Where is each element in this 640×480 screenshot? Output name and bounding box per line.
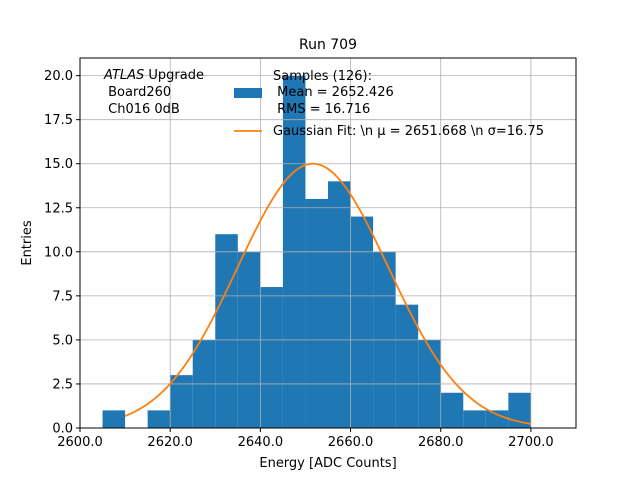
legend-samples-rms: RMS = 16.716 xyxy=(273,102,370,117)
y-tick-label: 10.0 xyxy=(44,245,73,260)
histogram-bar xyxy=(485,410,509,428)
histogram-bar xyxy=(215,234,238,428)
x-tick-label: 2680.0 xyxy=(418,435,464,450)
legend-fit-label: Gaussian Fit: \n μ = 2651.668 \n σ=16.75 xyxy=(273,124,544,139)
y-tick-label: 20.0 xyxy=(44,69,73,84)
y-tick-label: 2.5 xyxy=(52,377,73,392)
histogram-bar xyxy=(170,375,193,428)
histogram-bar xyxy=(260,287,283,428)
y-axis-ticks: 0.0 2.5 5.0 7.5 10.0 12.5 15.0 17.5 20.0 xyxy=(44,69,80,437)
histogram-bar xyxy=(463,410,486,428)
legend-histogram-swatch xyxy=(234,88,262,98)
x-axis-label: Energy [ADC Counts] xyxy=(259,456,396,471)
x-axis-ticks: 2600.0 2620.0 2640.0 2660.0 2680.0 2700.0 xyxy=(57,428,554,450)
annotation-board: Board260 xyxy=(104,85,171,100)
annotation-channel: Ch016 0dB xyxy=(104,102,180,117)
atlas-annotation: ATLAS Upgrade Board260 Ch016 0dB xyxy=(103,68,204,117)
annotation-atlas: ATLAS xyxy=(103,68,144,83)
histogram-bar xyxy=(350,216,374,428)
chart-title: Run 709 xyxy=(299,37,357,53)
legend-samples-title: Samples (126): xyxy=(273,69,372,84)
histogram-bar xyxy=(395,304,419,428)
x-tick-label: 2660.0 xyxy=(328,435,374,450)
gaussian-fit-curve xyxy=(124,162,532,425)
y-tick-label: 5.0 xyxy=(52,333,73,348)
y-tick-label: 7.5 xyxy=(52,289,73,304)
x-tick-label: 2700.0 xyxy=(508,435,554,450)
histogram-bar xyxy=(147,410,171,428)
histogram-bar xyxy=(440,392,464,428)
y-tick-label: 17.5 xyxy=(44,113,73,128)
histogram-bar xyxy=(508,392,531,428)
plot-frame xyxy=(79,57,577,429)
legend-samples-mean: Mean = 2652.426 xyxy=(273,85,394,100)
y-tick-label: 0.0 xyxy=(52,422,73,437)
x-tick-label: 2620.0 xyxy=(147,435,193,450)
histogram-bar xyxy=(102,410,126,428)
legend: Samples (126): Mean = 2652.426 RMS = 16.… xyxy=(234,69,544,139)
annotation-upgrade: Upgrade xyxy=(144,68,204,83)
y-tick-label: 15.0 xyxy=(44,157,73,172)
y-tick-label: 12.5 xyxy=(44,201,73,216)
x-tick-label: 2600.0 xyxy=(57,435,103,450)
annotation-line-1: ATLAS Upgrade xyxy=(103,68,204,83)
histogram-bar xyxy=(328,181,351,428)
y-axis-label: Entries xyxy=(20,220,35,266)
histogram-bar xyxy=(305,198,328,428)
x-tick-label: 2640.0 xyxy=(238,435,284,450)
